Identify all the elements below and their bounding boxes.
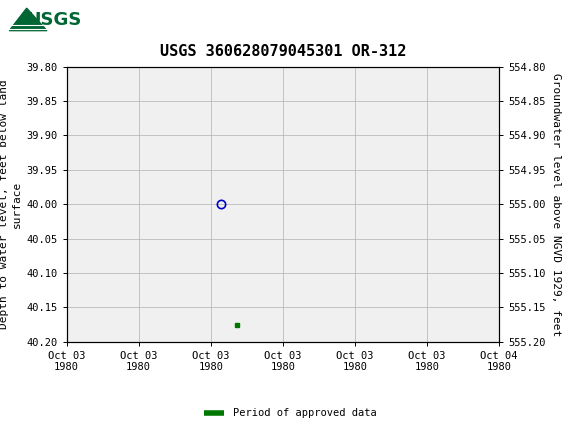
Polygon shape	[9, 8, 47, 31]
Y-axis label: Groundwater level above NGVD 1929, feet: Groundwater level above NGVD 1929, feet	[551, 73, 561, 336]
Y-axis label: Depth to water level, feet below land
surface: Depth to water level, feet below land su…	[0, 80, 22, 329]
Text: USGS: USGS	[27, 12, 82, 29]
Title: USGS 360628079045301 OR-312: USGS 360628079045301 OR-312	[160, 43, 406, 58]
Legend: Period of approved data: Period of approved data	[200, 404, 380, 423]
FancyBboxPatch shape	[5, 4, 100, 37]
